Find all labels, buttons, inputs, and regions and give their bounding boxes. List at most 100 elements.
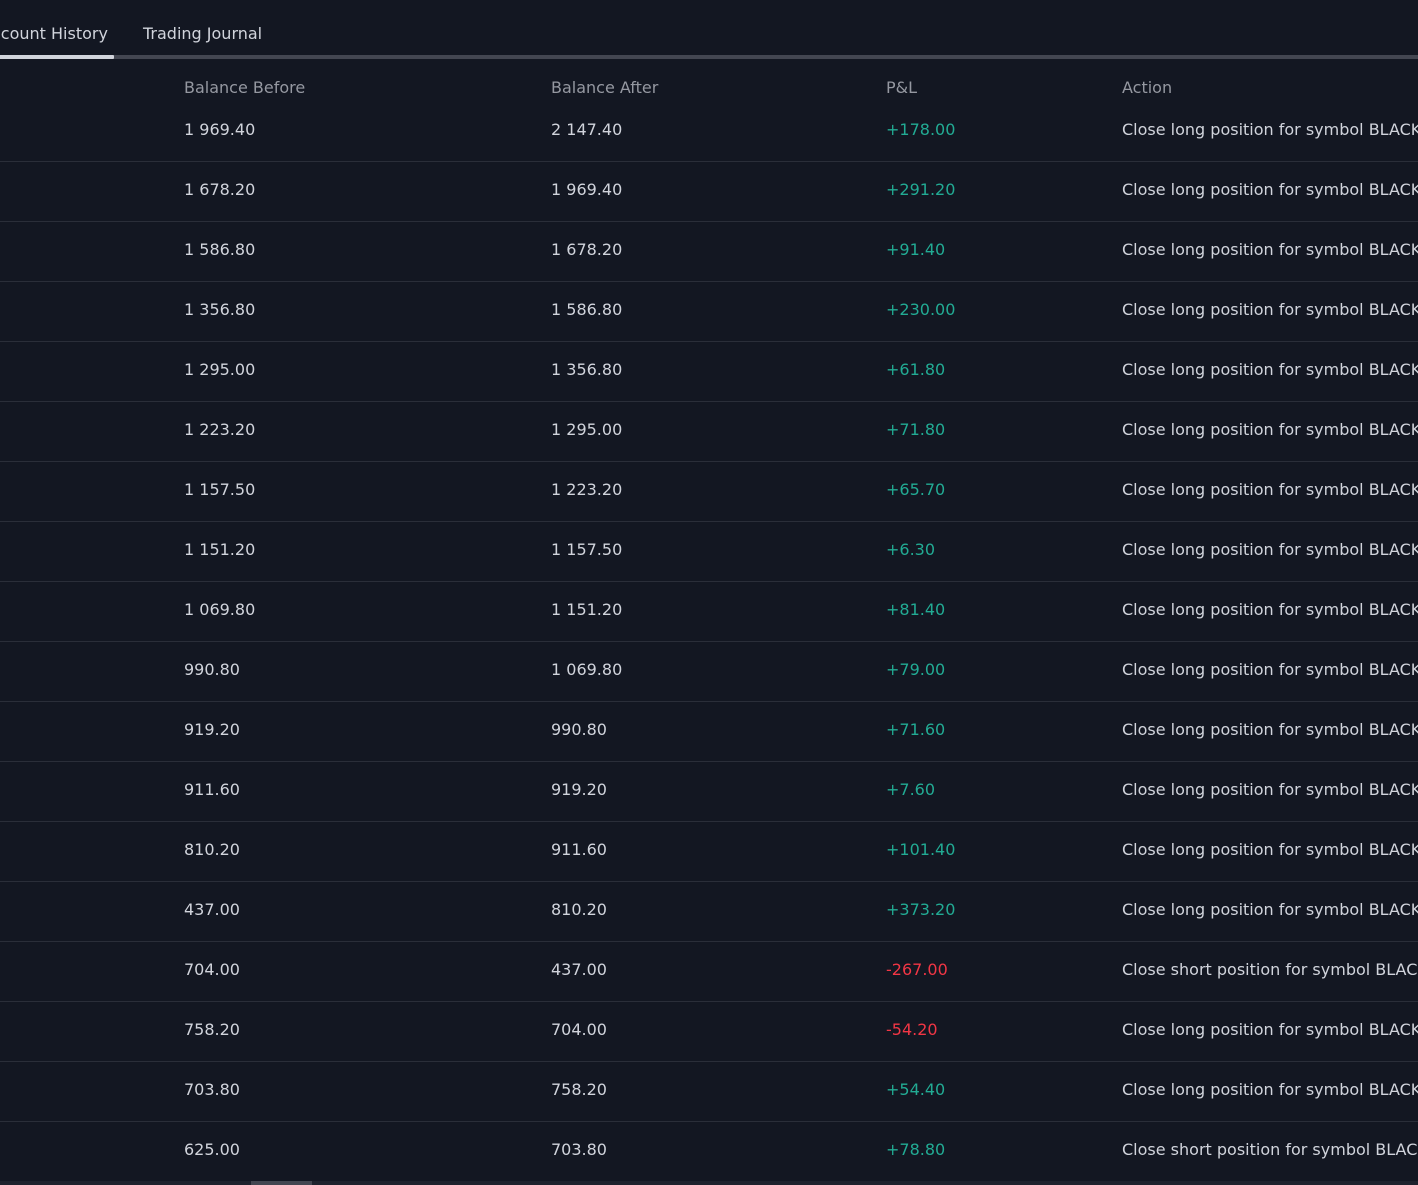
balance-before-cell: 810.20 <box>184 840 240 859</box>
balance-before-cell: 1 157.50 <box>184 480 256 499</box>
table-body: 1 969.40 2 147.40 +178.00 Close long positi… <box>0 102 1418 1181</box>
table-row[interactable]: 1 151.20 1 157.50 +6.30 Close long position… <box>0 522 1418 582</box>
balance-before-cell: 703.80 <box>184 1080 240 1099</box>
horizontal-scrollbar[interactable] <box>0 1181 1418 1185</box>
action-cell: Close long position for symbol BLACKBULL… <box>1122 1020 1418 1039</box>
table-row[interactable]: 1 356.80 1 586.80 +230.00 Close long positi… <box>0 282 1418 342</box>
pl-cell: +6.30 <box>886 540 936 559</box>
action-cell: Close short position for symbol BLACKBUL… <box>1122 960 1418 979</box>
balance-after-cell: 1 151.20 <box>551 600 623 619</box>
column-header-balance-before[interactable]: Balance Before <box>184 78 306 97</box>
tab-account-history[interactable]: ccount History <box>0 24 114 59</box>
column-header-action[interactable]: Action <box>1122 78 1173 97</box>
table-row[interactable]: 703.80 758.20 +54.40 Close long position fo… <box>0 1062 1418 1122</box>
balance-before-cell: 1 151.20 <box>184 540 256 559</box>
balance-before-cell: 919.20 <box>184 720 240 739</box>
action-cell: Close long position for symbol BLACKBULL… <box>1122 540 1418 559</box>
action-cell: Close long position for symbol BLACKBULL… <box>1122 180 1418 199</box>
scrollbar-thumb[interactable] <box>251 1181 312 1185</box>
action-cell: Close long position for symbol BLACKBULL… <box>1122 1080 1418 1099</box>
tab-trading-journal[interactable]: Trading Journal <box>143 24 262 43</box>
table-row[interactable]: 911.60 919.20 +7.60 Close long position for… <box>0 762 1418 822</box>
table-header: Balance Before Balance After P&L Action <box>0 76 1418 102</box>
balance-before-cell: 1 356.80 <box>184 300 256 319</box>
balance-before-cell: 1 295.00 <box>184 360 256 379</box>
table-row[interactable]: 1 295.00 1 356.80 +61.80 Close long positio… <box>0 342 1418 402</box>
tab-bar: ccount History Trading Journal <box>0 0 1418 60</box>
balance-after-cell: 919.20 <box>551 780 607 799</box>
table-row[interactable]: 919.20 990.80 +71.60 Close long position fo… <box>0 702 1418 762</box>
balance-after-cell: 703.80 <box>551 1140 607 1159</box>
active-tab-indicator <box>0 55 114 59</box>
pl-cell: +81.40 <box>886 600 946 619</box>
table-row[interactable]: 437.00 810.20 +373.20 Close long position f… <box>0 882 1418 942</box>
table-row[interactable]: 810.20 911.60 +101.40 Close long position f… <box>0 822 1418 882</box>
balance-before-cell: 1 969.40 <box>184 120 256 139</box>
action-cell: Close long position for symbol BLACKBULL… <box>1122 420 1418 439</box>
pl-cell: +78.80 <box>886 1140 946 1159</box>
balance-before-cell: 758.20 <box>184 1020 240 1039</box>
pl-cell: +230.00 <box>886 300 956 319</box>
balance-after-cell: 1 356.80 <box>551 360 623 379</box>
action-cell: Close long position for symbol BLACKBULL… <box>1122 120 1418 139</box>
pl-cell: +65.70 <box>886 480 946 499</box>
balance-before-cell: 990.80 <box>184 660 240 679</box>
balance-after-cell: 437.00 <box>551 960 607 979</box>
table-row[interactable]: 625.00 703.80 +78.80 Close short position f… <box>0 1122 1418 1181</box>
action-cell: Close long position for symbol BLACKBULL… <box>1122 840 1418 859</box>
balance-before-cell: 625.00 <box>184 1140 240 1159</box>
pl-cell: +61.80 <box>886 360 946 379</box>
table-row[interactable]: 1 069.80 1 151.20 +81.40 Close long positio… <box>0 582 1418 642</box>
balance-after-cell: 1 295.00 <box>551 420 623 439</box>
table-row[interactable]: 1 586.80 1 678.20 +91.40 Close long positio… <box>0 222 1418 282</box>
pl-cell: +373.20 <box>886 900 956 919</box>
pl-cell: +291.20 <box>886 180 956 199</box>
balance-after-cell: 1 678.20 <box>551 240 623 259</box>
table-row[interactable]: 990.80 1 069.80 +79.00 Close long position … <box>0 642 1418 702</box>
pl-cell: +91.40 <box>886 240 946 259</box>
pl-cell: +7.60 <box>886 780 936 799</box>
pl-cell: +79.00 <box>886 660 946 679</box>
pl-cell: +71.60 <box>886 720 946 739</box>
action-cell: Close long position for symbol BLACKBULL… <box>1122 720 1418 739</box>
action-cell: Close long position for symbol BLACKBULL… <box>1122 660 1418 679</box>
pl-cell: +54.40 <box>886 1080 946 1099</box>
balance-before-cell: 704.00 <box>184 960 240 979</box>
balance-before-cell: 911.60 <box>184 780 240 799</box>
table-row[interactable]: 1 969.40 2 147.40 +178.00 Close long positi… <box>0 102 1418 162</box>
tab-track <box>0 55 1418 59</box>
balance-after-cell: 911.60 <box>551 840 607 859</box>
tab-trading-journal-label: Trading Journal <box>143 24 263 43</box>
action-cell: Close long position for symbol BLACKBULL… <box>1122 300 1418 319</box>
balance-before-cell: 1 586.80 <box>184 240 256 259</box>
balance-after-cell: 758.20 <box>551 1080 607 1099</box>
column-header-balance-after[interactable]: Balance After <box>551 78 659 97</box>
pl-cell: +178.00 <box>886 120 956 139</box>
table-row[interactable]: 758.20 704.00 -54.20 Close long position fo… <box>0 1002 1418 1062</box>
balance-after-cell: 704.00 <box>551 1020 607 1039</box>
action-cell: Close long position for symbol BLACKBULL… <box>1122 600 1418 619</box>
balance-before-cell: 1 069.80 <box>184 600 256 619</box>
table-row[interactable]: 1 223.20 1 295.00 +71.80 Close long positio… <box>0 402 1418 462</box>
action-cell: Close short position for symbol BLACKBUL… <box>1122 1140 1418 1159</box>
balance-after-cell: 810.20 <box>551 900 607 919</box>
table-row[interactable]: 1 157.50 1 223.20 +65.70 Close long positio… <box>0 462 1418 522</box>
table-row[interactable]: 1 678.20 1 969.40 +291.20 Close long positi… <box>0 162 1418 222</box>
balance-after-cell: 1 069.80 <box>551 660 623 679</box>
tab-account-history-label: ccount History <box>0 24 108 43</box>
column-header-pl[interactable]: P&L <box>886 78 918 97</box>
pl-cell: -54.20 <box>886 1020 938 1039</box>
balance-after-cell: 2 147.40 <box>551 120 623 139</box>
action-cell: Close long position for symbol BLACKBULL… <box>1122 780 1418 799</box>
balance-after-cell: 1 586.80 <box>551 300 623 319</box>
balance-after-cell: 1 223.20 <box>551 480 623 499</box>
pl-cell: -267.00 <box>886 960 948 979</box>
table-row[interactable]: 704.00 437.00 -267.00 Close short position … <box>0 942 1418 1002</box>
action-cell: Close long position for symbol BLACKBULL… <box>1122 360 1418 379</box>
action-cell: Close long position for symbol BLACKBULL… <box>1122 240 1418 259</box>
pl-cell: +71.80 <box>886 420 946 439</box>
balance-before-cell: 437.00 <box>184 900 240 919</box>
balance-after-cell: 1 969.40 <box>551 180 623 199</box>
action-cell: Close long position for symbol BLACKBULL… <box>1122 480 1418 499</box>
